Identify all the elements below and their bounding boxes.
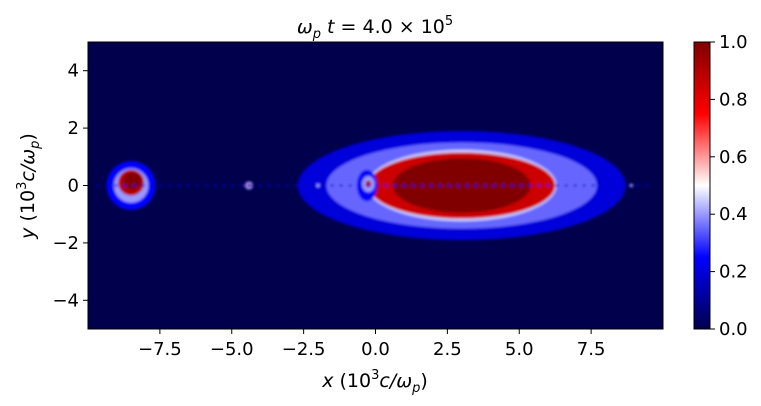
chart-title: ωp t = 4.0 × 105	[297, 14, 453, 42]
y-tick-label: 2	[68, 118, 79, 139]
x-tick-label: 0.0	[361, 339, 390, 360]
y-tick-label: 4	[68, 61, 79, 82]
y-axis: 4 2 0 −2 −4	[52, 61, 88, 311]
x-tick-label: 7.5	[577, 339, 606, 360]
x-tick-label: 5.0	[505, 339, 534, 360]
colorbar-tick-label: 0.2	[719, 262, 748, 283]
x-tick-label: 2.5	[433, 339, 462, 360]
colorbar-tick-label: 0.6	[719, 147, 748, 168]
title-rest: = 4.0 × 10	[335, 16, 445, 38]
colorbar-frame	[693, 41, 711, 330]
density-blob	[392, 158, 531, 213]
colorbar-tick-label: 0.8	[719, 89, 748, 110]
colorbar-tick-label: 1.0	[719, 32, 748, 53]
x-tick-label: −2.5	[282, 339, 326, 360]
x-axis-label: x (103c/ωp)	[321, 368, 428, 396]
y-tick-label: 0	[68, 176, 79, 197]
density-blob	[123, 172, 142, 190]
y-tick-label: −4	[52, 290, 79, 311]
x-tick-label: −5.0	[210, 339, 254, 360]
colorbar-tick-label: 0.4	[719, 204, 748, 225]
colorbar-tick-label: 0.0	[719, 319, 748, 340]
colorbar-ticks: 1.0 0.8 0.6 0.4 0.2 0.0	[710, 32, 748, 340]
y-tick-label: −2	[52, 233, 79, 254]
colorbar: 1.0 0.8 0.6 0.4 0.2 0.0	[693, 32, 748, 340]
x-tick-label: −7.5	[138, 339, 182, 360]
colorbar-gradient	[694, 42, 710, 329]
plot-area	[87, 41, 664, 330]
density-blob	[316, 183, 320, 188]
y-axis-label: y (103c/ωp)	[15, 133, 43, 240]
density-features	[96, 130, 655, 241]
x-axis: −7.5 −5.0 −2.5 0.0 2.5 5.0 7.5	[138, 329, 605, 360]
